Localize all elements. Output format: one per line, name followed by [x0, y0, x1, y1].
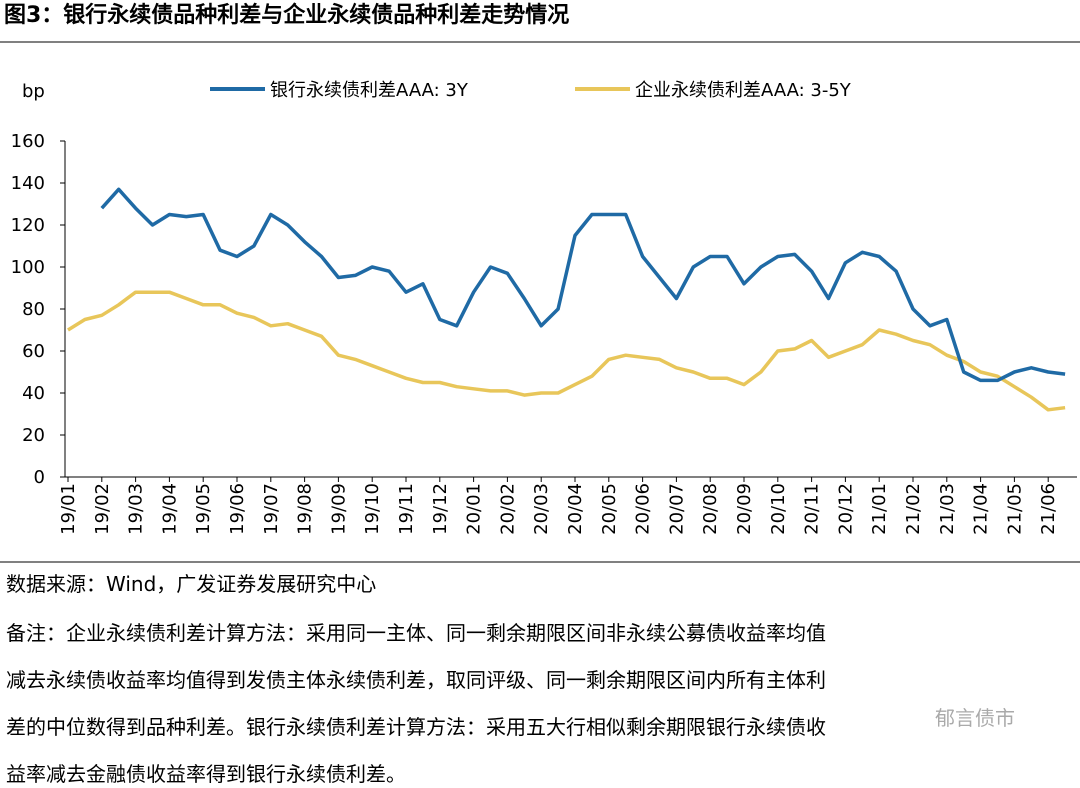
- y-tick-label: 160: [11, 131, 45, 152]
- x-tick-label: 20/04: [565, 483, 586, 535]
- x-tick-label: 20/06: [633, 483, 654, 535]
- watermark: 郁言债市: [935, 706, 1015, 730]
- x-tick-label: 19/06: [227, 483, 248, 535]
- x-tick-label: 19/01: [58, 483, 79, 535]
- x-tick-label: 19/09: [328, 483, 349, 535]
- x-tick-label: 20/07: [666, 483, 687, 535]
- x-tick-label: 20/03: [531, 483, 552, 535]
- x-tick-label: 19/05: [193, 483, 214, 535]
- x-tick-label: 19/10: [362, 483, 383, 535]
- x-tick-label: 19/12: [430, 483, 451, 535]
- x-tick-label: 20/02: [497, 483, 518, 535]
- note-line: 益率减去金融债收益率得到银行永续债利差。: [6, 762, 406, 786]
- note-line: 备注：企业永续债利差计算方法：采用同一主体、同一剩余期限区间非永续公募债收益率均…: [6, 621, 826, 645]
- y-tick-label: 60: [22, 341, 45, 362]
- x-tick-label: 20/11: [802, 483, 823, 535]
- y-tick-label: 100: [11, 257, 45, 278]
- y-tick-label: 0: [34, 467, 45, 488]
- note-line: 差的中位数得到品种利差。银行永续债利差计算方法：采用五大行相似剩余期限银行永续债…: [6, 715, 826, 739]
- y-tick-label: 20: [22, 425, 45, 446]
- x-tick-label: 20/05: [599, 483, 620, 535]
- y-tick-label: 80: [22, 299, 45, 320]
- x-tick-label: 19/08: [295, 483, 316, 535]
- x-tick-label: 20/09: [734, 483, 755, 535]
- x-tick-label: 20/12: [835, 483, 856, 535]
- x-tick-label: 19/11: [396, 483, 417, 535]
- legend-label: 银行永续债利差AAA: 3Y: [270, 80, 469, 101]
- note-line: 减去永续债收益率均值得到发债主体永续债利差，取同评级、同一剩余期限区间内所有主体…: [6, 668, 826, 692]
- x-tick-label: 20/08: [700, 483, 721, 535]
- chart-title: 图3：银行永续债品种利差与企业永续债品种利差走势情况: [4, 2, 569, 28]
- x-tick-label: 21/05: [1004, 483, 1025, 535]
- x-tick-label: 19/02: [92, 483, 113, 535]
- series-line: [100, 187, 1066, 383]
- x-tick-label: 19/03: [126, 483, 147, 535]
- x-tick-label: 19/04: [159, 483, 180, 535]
- x-tick-label: 20/01: [464, 483, 485, 535]
- y-tick-label: 40: [22, 383, 45, 404]
- y-axis-label: bp: [22, 81, 45, 102]
- chart: 图3：银行永续债品种利差与企业永续债品种利差走势情况 bp 0 20 40 60 80 1…: [0, 2, 1080, 563]
- x-tick-label: 21/01: [869, 483, 890, 535]
- series-line: [67, 290, 1066, 412]
- legend-label: 企业永续债利差AAA: 3-5Y: [635, 80, 852, 101]
- y-tick-label: 140: [11, 173, 45, 194]
- x-tick-label: 21/06: [1038, 483, 1059, 535]
- x-tick-label: 21/03: [937, 483, 958, 535]
- x-tick-label: 20/10: [768, 483, 789, 535]
- y-tick-label: 120: [11, 215, 45, 236]
- x-tick-label: 21/02: [903, 483, 924, 535]
- source: 数据来源：Wind，广发证券发展研究中心: [6, 572, 377, 596]
- x-tick-label: 21/04: [971, 483, 992, 535]
- x-tick-label: 19/07: [261, 483, 282, 535]
